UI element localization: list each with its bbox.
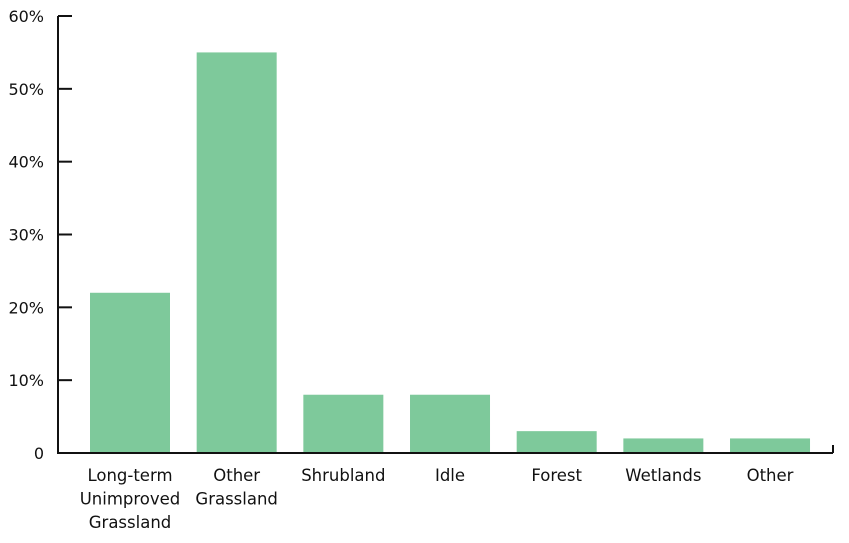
y-tick-label: 30% — [8, 226, 44, 245]
bar — [90, 292, 170, 453]
y-ticks: 0 10% 20% 30% 40% 50% 60% — [8, 7, 72, 463]
y-tick-label: 50% — [8, 80, 44, 99]
x-category-label: Forest — [531, 466, 582, 485]
y-tick-label: 40% — [8, 153, 44, 172]
bar — [410, 394, 491, 453]
x-category-label-line: Other — [747, 466, 794, 485]
bar — [730, 438, 811, 453]
x-category-label-line: Other — [213, 466, 260, 485]
x-category-labels: Long-term Unimproved Grassland Other Grassla… — [80, 466, 794, 532]
bars-layer — [90, 52, 811, 454]
bar — [303, 394, 384, 453]
bar — [623, 438, 704, 453]
x-category-label: Idle — [435, 466, 465, 485]
bar — [516, 431, 597, 453]
x-category-label-line: Shrubland — [301, 466, 385, 485]
x-category-label: Other Grassland — [195, 466, 278, 509]
y-tick-label: 60% — [8, 7, 44, 26]
y-tick-label: 0 — [34, 444, 44, 463]
y-tick-label: 10% — [8, 371, 44, 390]
x-category-label-line: Unimproved — [80, 490, 181, 509]
x-category-label-line: Idle — [435, 466, 465, 485]
x-category-label-line: Grassland — [195, 490, 278, 509]
axes-layer — [57, 16, 834, 454]
x-category-label: Wetlands — [625, 466, 701, 485]
x-category-label: Long-term Unimproved Grassland — [80, 466, 181, 532]
x-category-label-line: Grassland — [89, 513, 172, 532]
x-category-label-line: Long-term — [87, 466, 172, 485]
x-category-label: Shrubland — [301, 466, 385, 485]
x-category-label-line: Wetlands — [625, 466, 701, 485]
x-category-label-line: Forest — [531, 466, 582, 485]
y-tick-label: 20% — [8, 298, 44, 317]
x-category-label: Other — [747, 466, 794, 485]
bar — [196, 52, 277, 454]
